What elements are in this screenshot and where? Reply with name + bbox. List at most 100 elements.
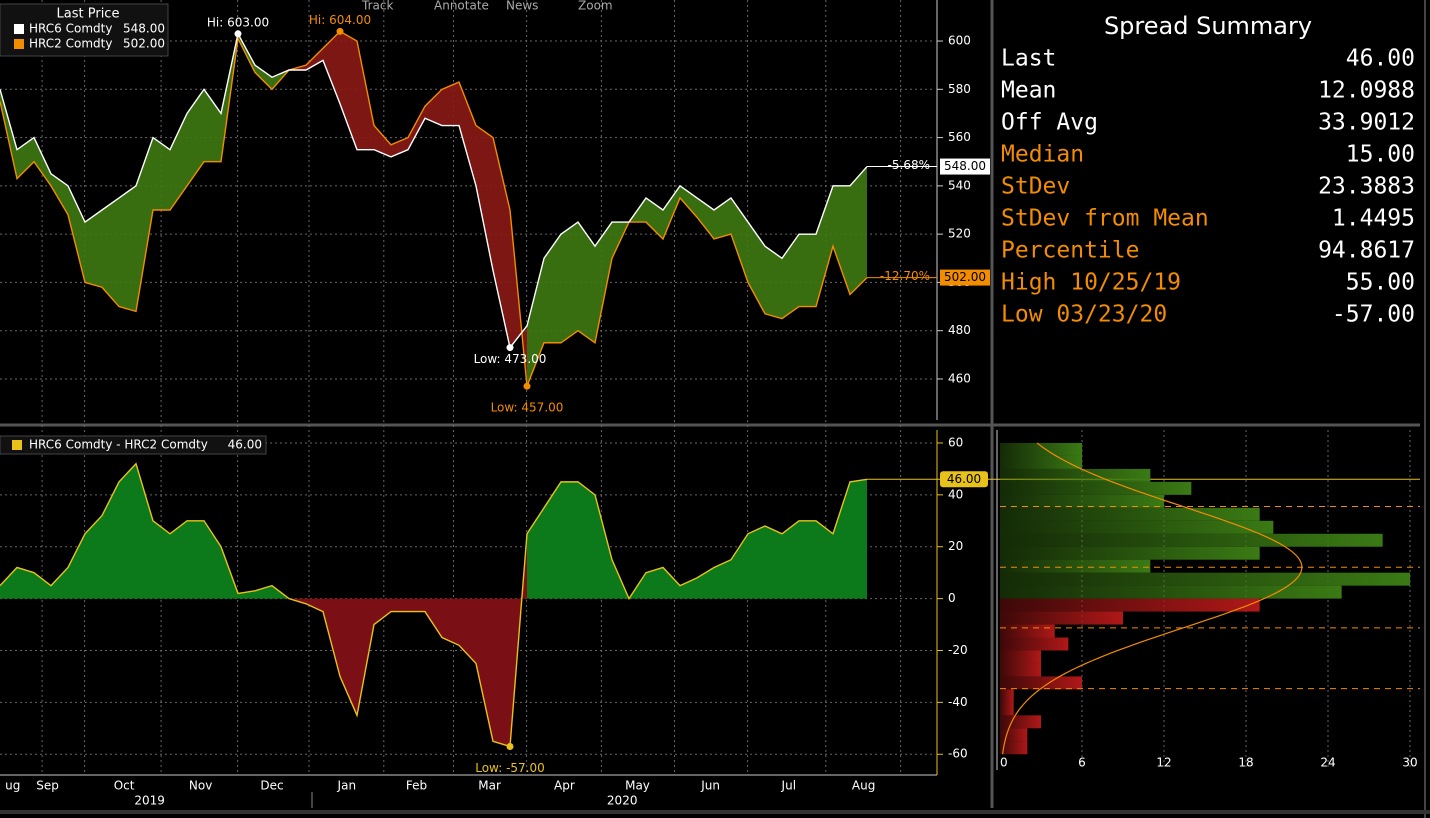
x-tick-label: Aug: [852, 779, 875, 793]
histogram-bar: [1000, 676, 1082, 690]
legend-box: [0, 435, 267, 455]
summary-value: 12.0988: [1318, 78, 1415, 104]
y-tick-label: 600: [948, 34, 971, 48]
summary-label: Percentile: [1001, 238, 1139, 264]
x-tick-label: 18: [1238, 756, 1253, 770]
y-tick-label: 20: [948, 539, 963, 553]
histogram-bar: [1000, 533, 1383, 547]
summary-label: Last: [1001, 46, 1056, 72]
x-tick-label: Jul: [781, 779, 796, 793]
x-tick-label: 12: [1156, 756, 1171, 770]
spread-fill: [799, 234, 816, 307]
spread-area: [153, 520, 170, 599]
spread-area: [663, 567, 680, 599]
legend-value: 502.00: [123, 37, 165, 51]
histogram-bar: [1000, 507, 1260, 521]
toolbar-button[interactable]: Track: [361, 0, 393, 13]
x-tick-label: May: [625, 779, 650, 793]
x-tick-label: Nov: [189, 779, 212, 793]
spread-fill: [68, 185, 85, 283]
annotation-dot: [234, 30, 242, 38]
spread-area: [51, 567, 68, 599]
spread-area: [782, 520, 799, 599]
change-label: -5.68%: [888, 158, 930, 172]
spread-area: [646, 567, 663, 599]
year-label: 2020: [607, 794, 638, 808]
y-tick-label: 460: [948, 371, 971, 385]
summary-value: 1.4495: [1332, 206, 1415, 232]
year-label: 2019: [134, 794, 165, 808]
price-tag-label: 548.00: [944, 159, 986, 173]
toolbar-button[interactable]: News: [506, 0, 538, 13]
spread-fill: [527, 258, 544, 387]
spread-fill: [493, 137, 510, 348]
series-line: [0, 31, 868, 350]
spread-fill: [374, 125, 391, 157]
spread-area: [17, 567, 34, 599]
spread-area: [255, 585, 272, 599]
legend-label: HRC2 Comdty: [29, 37, 112, 51]
price-tag: [940, 158, 990, 175]
spread-fill: [731, 197, 748, 283]
summary-value: -57.00: [1332, 302, 1415, 328]
spread-area: [680, 577, 697, 599]
y-tick-label: 520: [948, 227, 971, 241]
spread-fill: [544, 234, 561, 343]
spread-fill: [561, 222, 578, 343]
x-tick-label: Oct: [114, 779, 135, 793]
histogram-bar: [1000, 520, 1274, 534]
histogram-bar: [1000, 494, 1164, 508]
histogram-bar: [1000, 728, 1028, 742]
spread-area: [731, 533, 748, 599]
x-tick-label: 30: [1402, 756, 1417, 770]
spread-area: [850, 479, 867, 599]
annotation-label: Low: 457.00: [491, 401, 564, 415]
spread-fill: [119, 185, 136, 312]
summary-label: Off Avg: [1001, 110, 1098, 136]
spread-area: [714, 559, 731, 599]
histogram-bar: [1000, 715, 1041, 729]
spread-fill: [595, 222, 612, 343]
x-tick-label: Sep: [36, 779, 59, 793]
x-tick-label: Feb: [406, 779, 427, 793]
histogram-bar: [1000, 611, 1123, 625]
spread-area: [595, 494, 612, 599]
normal-curve: [1002, 442, 1303, 755]
legend-swatch: [12, 440, 22, 450]
histogram-bar: [1000, 455, 1082, 469]
y-tick-label: 540: [948, 178, 971, 192]
histogram-bar: [1000, 663, 1041, 677]
annotation-label: Hi: 604.00: [309, 13, 371, 27]
histogram-bar: [1000, 650, 1041, 664]
spread-area: [748, 525, 765, 599]
spread-area: [391, 598, 408, 612]
annotation-label: Low: 473.00: [474, 352, 547, 366]
summary-label: Median: [1001, 142, 1084, 168]
summary-label: StDev: [1001, 174, 1070, 200]
spread-fill: [782, 234, 799, 319]
spread-fill: [442, 82, 459, 126]
toolbar-button[interactable]: Zoom: [578, 0, 613, 13]
summary-value: 94.8617: [1318, 238, 1415, 264]
spread-fill: [17, 137, 34, 179]
x-tick-label: 6: [1078, 756, 1086, 770]
y-tick-label: 0: [948, 591, 956, 605]
spread-area: [816, 520, 833, 599]
x-tick-label: ug: [5, 779, 20, 793]
toolbar-button[interactable]: Annotate: [434, 0, 489, 13]
spread-fill: [102, 197, 119, 307]
x-tick-label: 24: [1320, 756, 1335, 770]
spread-fill: [714, 197, 731, 239]
y-tick-label: 60: [948, 435, 963, 449]
y-tick-label: -60: [948, 747, 968, 761]
y-tick-label: 560: [948, 130, 971, 144]
spread-area: [0, 567, 17, 599]
x-tick-label: Apr: [554, 779, 575, 793]
legend-label: HRC6 Comdty - HRC2 Comdty: [29, 438, 208, 452]
y-tick-label: -40: [948, 695, 968, 709]
spread-fill: [153, 137, 170, 210]
spread-area: [306, 598, 323, 612]
histogram-bar: [1000, 442, 1082, 456]
